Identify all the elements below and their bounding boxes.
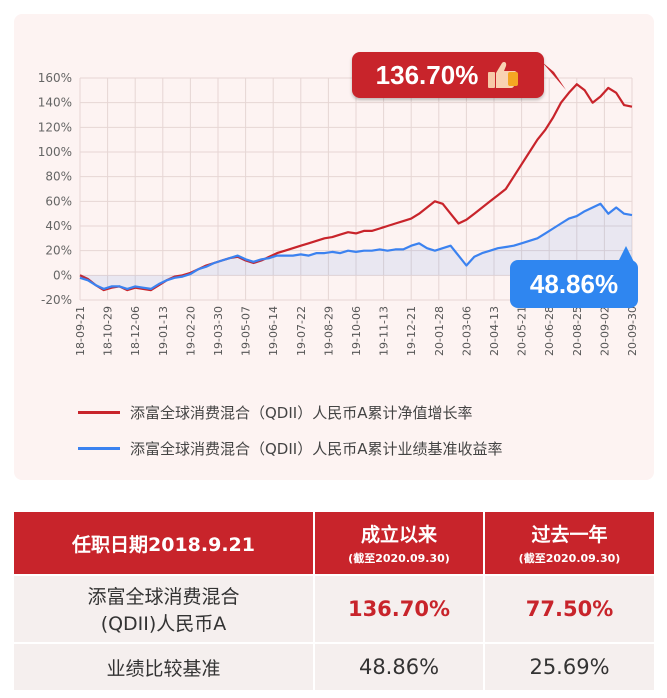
fund-v1: 136.70% xyxy=(347,597,451,621)
benchmark-v2: 25.69% xyxy=(529,655,610,679)
fund-name-cell: 添富全球消费混合 (QDII)人民币A xyxy=(14,574,315,643)
fund-return-callout: 136.70% xyxy=(352,52,544,98)
table-header-past-year: 过去一年 (截至2020.09.30) xyxy=(484,512,654,575)
y-tick-label: 40% xyxy=(45,219,72,233)
x-tick-label: 20-09-30 xyxy=(626,306,639,356)
benchmark-since-inception-value: 48.86% xyxy=(314,642,485,690)
y-tick-label: 160% xyxy=(38,71,72,85)
x-tick-label: 18-12-06 xyxy=(129,306,142,356)
past-year-date: (截至2020.09.30) xyxy=(518,552,621,565)
y-tick-label: 80% xyxy=(45,170,72,184)
thumbs-up-icon xyxy=(488,62,519,88)
x-tick-label: 19-02-20 xyxy=(184,306,197,356)
x-tick-label: 20-06-28 xyxy=(543,306,556,356)
red-callout-pointer xyxy=(542,62,566,90)
y-tick-label: 120% xyxy=(38,120,72,134)
past-year-label: 过去一年 xyxy=(531,524,608,546)
x-tick-label: 19-08-29 xyxy=(322,306,335,356)
y-tick-label: 20% xyxy=(45,244,72,258)
x-tick-label: 20-08-25 xyxy=(571,306,584,356)
x-tick-label: 19-10-06 xyxy=(350,306,363,356)
performance-line-chart: -20% 0% 20% 40% 60% 80% 100% 120% 140% 160% 18-09-… xyxy=(38,62,639,356)
blue-callout-pointer xyxy=(618,246,634,262)
fund-return-callout-value: 136.70% xyxy=(375,59,479,90)
legend-item-benchmark: 添富全球消费混合（QDII）人民币A累计业绩基准收益率 xyxy=(78,430,502,466)
fund-v2: 77.50% xyxy=(525,597,614,621)
benchmark-name-cell: 业绩比较基准 xyxy=(14,642,315,690)
chart-panel: -20% 0% 20% 40% 60% 80% 100% 120% 140% 160% 18-09-… xyxy=(14,14,654,480)
tenure-label: 任职日期2018.9.21 xyxy=(72,533,255,556)
legend-item-fund: 添富全球消费混合（QDII）人民币A累计净值增长率 xyxy=(78,394,502,430)
x-tick-label: 20-04-13 xyxy=(488,306,501,356)
fund-name-line2: (QDII)人民币A xyxy=(100,613,227,635)
x-tick-label: 20-05-21 xyxy=(516,306,529,356)
legend-line-blue xyxy=(78,446,120,450)
x-tick-label: 19-05-07 xyxy=(240,306,253,356)
fund-name-line1: 添富全球消费混合 xyxy=(87,586,240,608)
benchmark-return-callout: 48.86% xyxy=(510,260,638,308)
legend-label-benchmark: 添富全球消费混合（QDII）人民币A累计业绩基准收益率 xyxy=(130,439,503,458)
benchmark-series-line xyxy=(79,202,633,290)
table-header-row: 任职日期2018.9.21 成立以来 (截至2020.09.30) 过去一年 (… xyxy=(14,512,654,575)
legend-line-red xyxy=(78,410,120,414)
x-tick-label: 18-10-29 xyxy=(102,306,115,356)
table-header-tenure: 任职日期2018.9.21 xyxy=(14,512,315,575)
benchmark-v1: 48.86% xyxy=(358,655,440,679)
y-tick-label: 100% xyxy=(38,145,72,159)
chart-legend: 添富全球消费混合（QDII）人民币A累计净值增长率 添富全球消费混合（QDII）… xyxy=(78,394,502,466)
table-row: 添富全球消费混合 (QDII)人民币A 136.70% 77.50% xyxy=(14,574,654,643)
y-tick-label: -20% xyxy=(41,293,72,307)
y-tick-label: 60% xyxy=(45,194,72,208)
legend-label-fund: 添富全球消费混合（QDII）人民币A累计净值增长率 xyxy=(130,403,473,422)
x-tick-label: 20-03-06 xyxy=(460,306,473,356)
fund-since-inception-value: 136.70% xyxy=(314,574,485,643)
since-inception-date: (截至2020.09.30) xyxy=(348,552,450,565)
table-header-since-inception: 成立以来 (截至2020.09.30) xyxy=(314,512,485,575)
since-inception-label: 成立以来 xyxy=(360,524,437,546)
benchmark-area-fill xyxy=(80,203,632,289)
x-tick-label: 19-06-14 xyxy=(267,306,280,356)
fund-past-year-value: 77.50% xyxy=(484,574,654,643)
x-tick-label: 19-01-13 xyxy=(157,306,170,356)
x-tick-label: 18-09-21 xyxy=(74,306,87,356)
x-tick-label: 19-11-13 xyxy=(378,306,391,356)
x-tick-label: 20-09-02 xyxy=(598,306,611,356)
y-tick-label: 140% xyxy=(38,96,72,110)
benchmark-past-year-value: 25.69% xyxy=(484,642,654,690)
x-tick-label: 19-03-30 xyxy=(212,306,225,356)
x-tick-label: 19-12-21 xyxy=(405,306,418,356)
y-tick-label: 0% xyxy=(53,268,72,282)
x-tick-label: 20-01-28 xyxy=(433,306,446,356)
performance-table: 任职日期2018.9.21 成立以来 (截至2020.09.30) 过去一年 (… xyxy=(14,512,654,690)
table-row: 业绩比较基准 48.86% 25.69% xyxy=(14,642,654,690)
x-tick-label: 19-07-22 xyxy=(295,306,308,356)
benchmark-return-callout-value: 48.86% xyxy=(529,268,619,299)
